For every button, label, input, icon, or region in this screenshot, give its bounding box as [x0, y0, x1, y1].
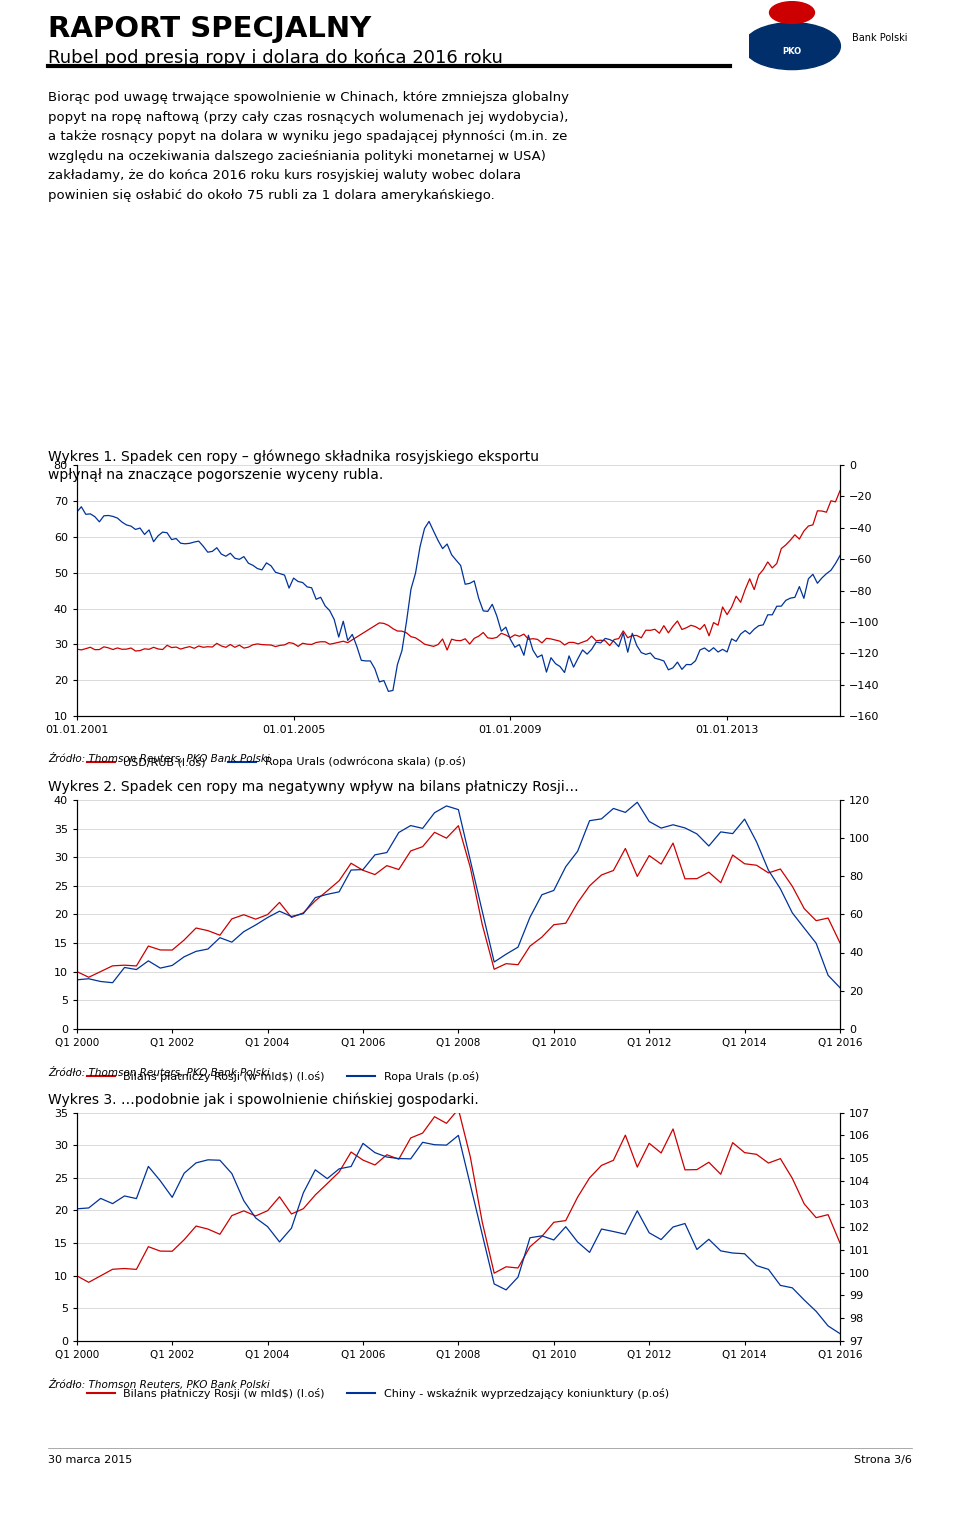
- Text: Bank Polski: Bank Polski: [852, 32, 908, 43]
- Text: PKO: PKO: [782, 47, 802, 56]
- Text: Źródło: Thomson Reuters, PKO Bank Polski: Źródło: Thomson Reuters, PKO Bank Polski: [48, 753, 270, 764]
- Legend: Bilans płatniczy Rosji (w mld$) (l.oś), Chiny - wskaźnik wyprzedzający koniunktu: Bilans płatniczy Rosji (w mld$) (l.oś), …: [83, 1384, 673, 1404]
- Text: Rubel pod presją ropy i dolara do końca 2016 roku: Rubel pod presją ropy i dolara do końca …: [48, 49, 503, 67]
- Text: Źródło: Thomson Reuters, PKO Bank Polski: Źródło: Thomson Reuters, PKO Bank Polski: [48, 1379, 270, 1390]
- Text: RAPORT SPECJALNY: RAPORT SPECJALNY: [48, 15, 372, 43]
- Circle shape: [770, 2, 814, 23]
- Text: Wykres 3. …podobnie jak i spowolnienie chińskiej gospodarki.: Wykres 3. …podobnie jak i spowolnienie c…: [48, 1093, 479, 1108]
- Text: 30 marca 2015: 30 marca 2015: [48, 1455, 132, 1466]
- Circle shape: [744, 23, 840, 70]
- Text: Źródło: Thomson Reuters, PKO Bank Polski: Źródło: Thomson Reuters, PKO Bank Polski: [48, 1067, 270, 1077]
- Text: Strona 3/6: Strona 3/6: [854, 1455, 912, 1466]
- Legend: Bilans płatniczy Rosji (w mld$) (l.oś), Ropa Urals (p.oś): Bilans płatniczy Rosji (w mld$) (l.oś), …: [83, 1067, 484, 1087]
- Text: Wykres 1. Spadek cen ropy – głównego składnika rosyjskiego eksportu
wpłynął na z: Wykres 1. Spadek cen ropy – głównego skł…: [48, 450, 539, 483]
- Legend: USD/RUB (l.oś), Ropa Urals (odwrócona skala) (p.oś): USD/RUB (l.oś), Ropa Urals (odwrócona sk…: [83, 751, 470, 771]
- Text: Wykres 2. Spadek cen ropy ma negatywny wpływ na bilans płatniczy Rosji…: Wykres 2. Spadek cen ropy ma negatywny w…: [48, 780, 579, 794]
- Text: Biorąc pod uwagę trwające spowolnienie w Chinach, które zmniejsza globalny
popyt: Biorąc pod uwagę trwające spowolnienie w…: [48, 91, 569, 203]
